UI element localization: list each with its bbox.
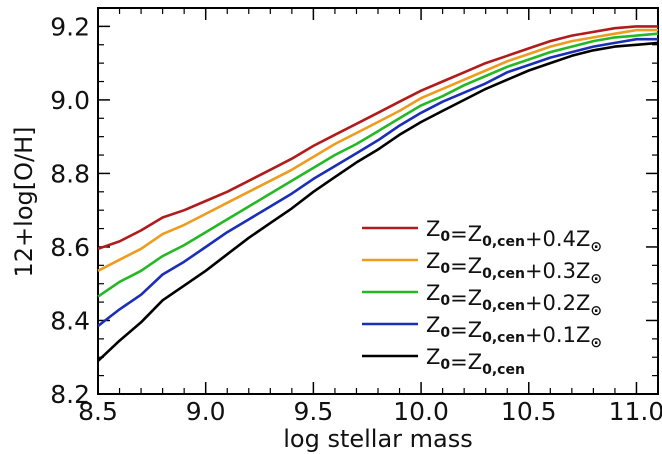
tick-labels: 8.5 9.0 9.5 10.0 10.5 11.0 8.2 8.4 8.6 8.8 9.0 9.2 bbox=[50, 12, 662, 426]
series-line-2 bbox=[97, 32, 659, 298]
x-tick-label: 9.0 bbox=[186, 397, 226, 426]
x-tick-label: 11.0 bbox=[609, 397, 662, 426]
x-tick-label: 10.5 bbox=[501, 397, 557, 426]
series-line-3 bbox=[97, 37, 658, 328]
series-line-4 bbox=[97, 41, 659, 362]
y-axis-title: 12+log[O/H] bbox=[10, 127, 38, 278]
series-group bbox=[97, 25, 659, 362]
y-tick-label: 8.8 bbox=[50, 159, 90, 188]
x-tick-label: 8.5 bbox=[78, 397, 118, 426]
series-line-0 bbox=[97, 25, 658, 251]
x-axis-title: log stellar mass bbox=[283, 425, 473, 453]
x-tick-label: 10.0 bbox=[393, 397, 449, 426]
legend-label-1: Z0=Z0,cen+0.3Z⊙ bbox=[426, 249, 602, 287]
series-line-1 bbox=[97, 28, 658, 272]
y-tick-label: 9.0 bbox=[50, 86, 90, 115]
legend: Z0=Z0,cen+0.4Z⊙Z0=Z0,cen+0.3Z⊙Z0=Z0,cen+… bbox=[362, 217, 602, 378]
legend-label-0: Z0=Z0,cen+0.4Z⊙ bbox=[426, 217, 602, 255]
y-tick-label: 8.2 bbox=[50, 380, 90, 409]
y-tick-label: 8.6 bbox=[50, 233, 90, 262]
y-tick-label: 9.2 bbox=[50, 12, 90, 41]
legend-label-4: Z0=Z0,cen bbox=[426, 345, 525, 378]
y-tick-label: 8.4 bbox=[50, 306, 90, 335]
legend-label-2: Z0=Z0,cen+0.2Z⊙ bbox=[426, 281, 602, 319]
legend-label-3: Z0=Z0,cen+0.1Z⊙ bbox=[426, 313, 602, 351]
x-tick-label: 9.5 bbox=[294, 397, 334, 426]
